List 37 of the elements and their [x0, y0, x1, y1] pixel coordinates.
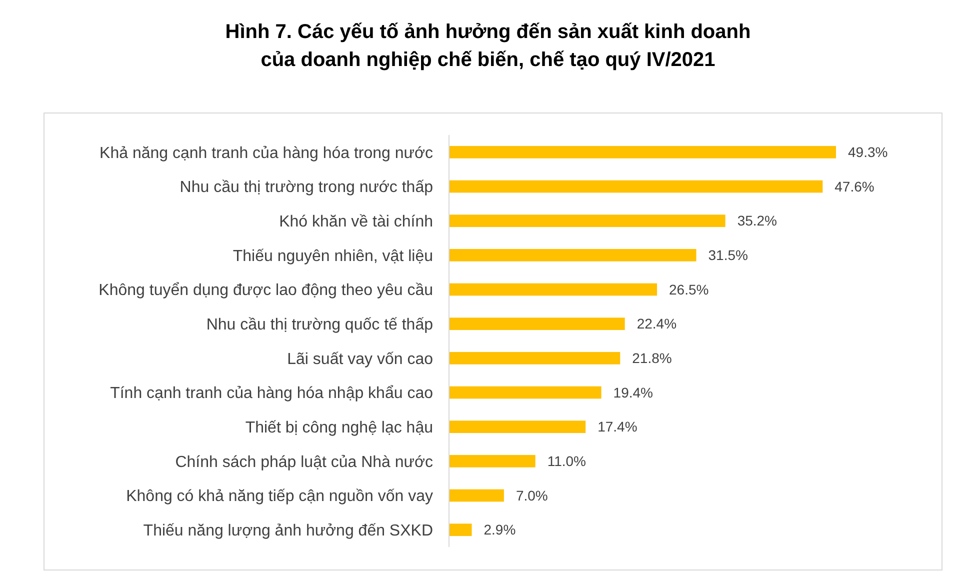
- y-tick-label: Thiếu nguyên nhiên, vật liệu: [232, 248, 433, 265]
- bar: [449, 420, 586, 434]
- bar: [449, 454, 536, 468]
- data-label: 47.6%: [834, 178, 874, 194]
- data-label: 49.3%: [848, 144, 888, 160]
- bar: [449, 146, 836, 158]
- data-label: 11.0%: [547, 453, 586, 470]
- y-tick-label: Không tuyển dụng được lao động theo yêu cầu: [98, 282, 433, 300]
- data-label: 17.4%: [598, 418, 638, 435]
- bar: [449, 352, 620, 364]
- bar: [449, 489, 504, 502]
- data-label: 21.8%: [632, 350, 672, 366]
- y-tick-label: Lãi suất vay vốn cao: [287, 350, 434, 368]
- bar: [449, 283, 658, 296]
- y-tick-label: Chính sách pháp luật của Nhà nước: [175, 454, 433, 471]
- data-label: 22.4%: [636, 316, 677, 332]
- bar: [449, 214, 726, 228]
- data-label: 26.5%: [669, 281, 709, 298]
- y-tick-label: Khó khăn về tài chính: [279, 213, 433, 230]
- bar: [449, 386, 602, 399]
- data-label: 31.5%: [708, 247, 748, 264]
- data-label: 2.9%: [484, 522, 516, 538]
- y-tick-label: Nhu cầu thị trường trong nước thấp: [180, 179, 434, 196]
- y-tick-label: Khả năng cạnh tranh của hàng hóa trong nước: [100, 144, 433, 162]
- bar: [449, 248, 696, 262]
- y-tick-label: Nhu cầu thị trường quốc tế thấp: [206, 316, 434, 334]
- chart-title: Hình 7. Các yếu tố ảnh hưởng đến sản xuất kinh doanh của doanh nghiệp chế biến, chế tạo quý IV/2021: [225, 21, 751, 71]
- y-tick-label: Tính cạnh tranh của hàng hóa nhập khẩu cao: [110, 385, 434, 402]
- bar: [449, 180, 823, 193]
- y-tick-label: Không có khả năng tiếp cận nguồn vốn vay: [126, 488, 433, 506]
- y-tick-label: Thiếu năng lượng ảnh hưởng đến SXKD: [143, 522, 433, 540]
- data-label: 7.0%: [516, 487, 548, 504]
- data-label: 35.2%: [737, 212, 778, 229]
- bar: [449, 318, 625, 330]
- data-label: 19.4%: [613, 384, 653, 400]
- bar: [449, 524, 472, 536]
- y-tick-label: Thiết bị công nghệ lạc hậu: [245, 419, 433, 436]
